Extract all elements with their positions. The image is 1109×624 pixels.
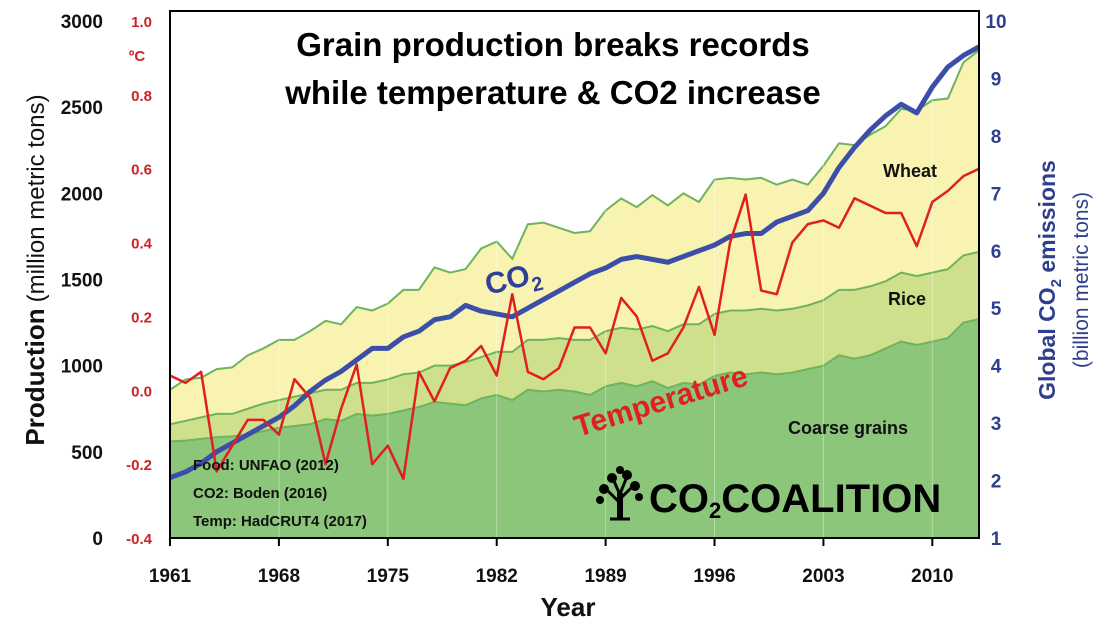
temp-tick-0.2: 0.2 — [131, 309, 152, 326]
x-tick-1982: 1982 — [476, 566, 518, 587]
production-tick-0: 0 — [92, 529, 103, 550]
source-food: Food: UNFAO (2012) — [193, 457, 339, 474]
left-axis-label: Production (million metric tons) — [20, 94, 50, 445]
right-axis-label-subscript: 2 — [1048, 279, 1065, 287]
chart-title-line-2: while temperature & CO2 increase — [284, 74, 821, 111]
x-tick-1975: 1975 — [367, 566, 410, 587]
co2-series-label-subscript: 2 — [529, 273, 545, 297]
area-label-wheat: Wheat — [883, 161, 937, 181]
x-axis-label: Year — [541, 592, 596, 622]
temp-tick-0.0: 0.0 — [131, 383, 152, 400]
x-tick-1968: 1968 — [258, 566, 300, 587]
co2-tick-3: 3 — [991, 414, 1002, 435]
logo-text-subscript: 2 — [709, 498, 721, 523]
production-tick-2000: 2000 — [61, 184, 103, 205]
production-tick-3000: 3000 — [61, 12, 103, 33]
production-tick-1500: 1500 — [61, 271, 103, 292]
left-axis-label-main: Production — [20, 308, 50, 445]
co2-tick-2: 2 — [991, 472, 1002, 493]
plot-frame — [169, 10, 980, 539]
source-co2: CO2: Boden (2016) — [193, 485, 327, 502]
source-temp: Temp: HadCRUT4 (2017) — [193, 513, 367, 530]
co2-line — [169, 44, 981, 481]
left-axis-label-unit: (million metric tons) — [23, 94, 50, 302]
axes: 0 500 1000 1500 2000 2500 3000 -0.4 -0.2 0.0 0.2 0.… — [61, 12, 1007, 587]
x-tick-1989: 1989 — [584, 566, 626, 587]
line-series — [169, 44, 981, 481]
logo-text-co: CO — [649, 477, 709, 521]
temp-tick--0.4: -0.4 — [126, 531, 153, 548]
x-tick-1996: 1996 — [693, 566, 735, 587]
co2-tick-4: 4 — [991, 357, 1002, 378]
temp-tick--0.2: -0.2 — [126, 457, 152, 474]
x-tick-2003: 2003 — [802, 566, 844, 587]
production-tick-1000: 1000 — [61, 357, 103, 378]
right-axis-label-end: emissions — [1034, 160, 1060, 279]
right-axis-label-main: Global CO — [1034, 287, 1060, 399]
area-coarse-grains — [169, 317, 980, 539]
x-tick-1961: 1961 — [149, 566, 192, 587]
area-label-rice: Rice — [888, 289, 926, 309]
temp-tick-1.0: 1.0 — [131, 14, 152, 31]
co2-tick-7: 7 — [991, 184, 1002, 205]
temperature-line — [169, 167, 980, 481]
tree-icon — [596, 466, 643, 521]
production-tick-500: 500 — [71, 443, 103, 464]
right-axis-label-unit: (billion metric tons) — [1070, 192, 1093, 368]
temp-tick-0.8: 0.8 — [131, 88, 152, 105]
co2-tick-10: 10 — [985, 12, 1006, 33]
right-axis-label: Global CO2 emissions — [1034, 160, 1065, 400]
co2-tick-9: 9 — [991, 69, 1002, 90]
temp-tick-0.6: 0.6 — [131, 162, 152, 179]
chart-title-line-1: Grain production breaks records — [296, 26, 809, 63]
co2-tick-5: 5 — [991, 299, 1002, 320]
temp-axis-unit: ºC — [129, 48, 145, 65]
stacked-areas — [169, 11, 980, 539]
x-tick-2010: 2010 — [911, 566, 953, 587]
production-tick-2500: 2500 — [61, 98, 103, 119]
temp-tick-0.4: 0.4 — [131, 236, 153, 253]
co2-tick-6: 6 — [991, 242, 1002, 263]
co2-tick-1: 1 — [991, 529, 1002, 550]
co2-coalition-logo: CO2COALITION — [596, 466, 941, 523]
logo-text: CO2COALITION — [649, 477, 941, 523]
area-label-coarse-grains: Coarse grains — [788, 418, 908, 438]
co2-tick-8: 8 — [991, 127, 1002, 148]
logo-text-coalition: COALITION — [721, 477, 941, 521]
